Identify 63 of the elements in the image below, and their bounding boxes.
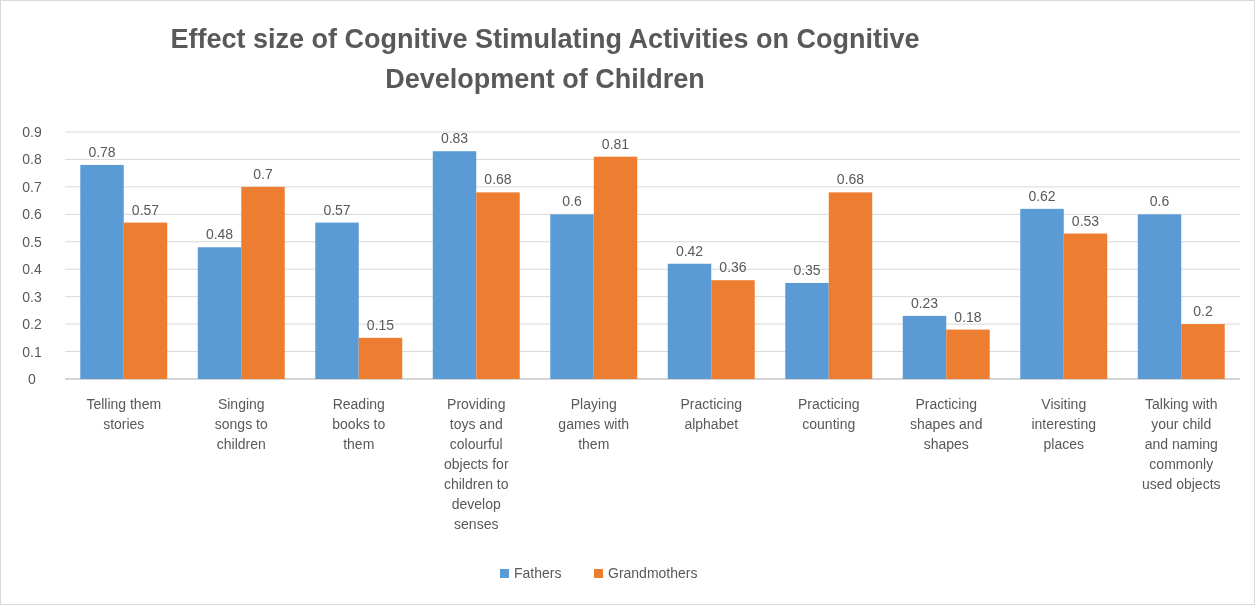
bar xyxy=(785,282,829,379)
data-label: 0.36 xyxy=(719,259,747,276)
bar xyxy=(946,329,990,379)
data-label: 0.6 xyxy=(1149,193,1170,210)
data-label: 0.15 xyxy=(366,316,395,333)
chart-title: Effect size of Cognitive Stimulating Activities on Cognitive Development of Children xyxy=(170,24,920,94)
y-tick-label: 0 xyxy=(28,371,37,387)
bar xyxy=(358,337,403,379)
x-tick-label: Practicing alphabet xyxy=(680,396,742,432)
x-tick-label: Talking with your child and naming commonly used objects xyxy=(1141,396,1221,492)
bar xyxy=(197,247,242,379)
bar xyxy=(241,186,285,379)
legend-label: Grandmothers xyxy=(608,565,698,581)
y-tick-label: 0.6 xyxy=(22,206,42,223)
y-tick-label: 0.7 xyxy=(22,178,42,195)
data-label: 0.2 xyxy=(1193,303,1213,320)
data-label: 0.6 xyxy=(562,193,582,210)
x-tick-label: Providing toys and colourful objects for children to develop senses xyxy=(443,396,509,532)
bar xyxy=(550,214,594,379)
bar xyxy=(315,222,359,379)
legend-label: Fathers xyxy=(514,565,562,581)
y-tick-label: 0.2 xyxy=(22,316,42,333)
data-label: 0.35 xyxy=(793,261,821,278)
data-label: 0.81 xyxy=(601,135,630,152)
data-label: 0.83 xyxy=(440,130,469,147)
data-label: 0.48 xyxy=(205,226,234,243)
data-label: 0.78 xyxy=(88,143,116,160)
y-tick-label: 0.9 xyxy=(22,124,42,140)
bar xyxy=(432,151,477,379)
data-label: 0.18 xyxy=(954,308,982,325)
bar xyxy=(711,280,755,379)
data-label: 0.68 xyxy=(484,171,512,188)
data-label: 0.57 xyxy=(323,201,351,218)
x-tick-label: Reading books to them xyxy=(332,396,386,452)
data-label: 0.7 xyxy=(253,165,273,182)
data-label: 0.68 xyxy=(836,171,865,188)
y-tick-label: 0.1 xyxy=(22,343,42,360)
data-label: 0.57 xyxy=(131,201,160,218)
y-tick-label: 0.5 xyxy=(22,233,42,250)
bar xyxy=(476,192,520,379)
x-tick-label: Practicing counting xyxy=(798,396,860,432)
bar xyxy=(1137,214,1182,379)
x-tick-label: Playing games with them xyxy=(558,396,630,452)
x-tick-label: Practicing shapes and shapes xyxy=(910,396,983,452)
bar xyxy=(593,156,638,379)
x-tick-label: Visiting interesting places xyxy=(1031,396,1097,452)
x-tick-label: Telling them stories xyxy=(86,396,162,432)
bar xyxy=(123,222,168,379)
bar xyxy=(902,315,947,379)
y-tick-label: 0.3 xyxy=(22,288,42,305)
data-label: 0.53 xyxy=(1071,212,1100,229)
data-label: 0.23 xyxy=(910,294,939,311)
bar xyxy=(1063,233,1108,379)
data-label: 0.42 xyxy=(675,242,704,259)
bar xyxy=(80,164,124,379)
data-label: 0.62 xyxy=(1028,187,1056,204)
x-tick-label: Singing songs to children xyxy=(214,396,268,452)
bar xyxy=(667,263,712,379)
y-tick-label: 0.4 xyxy=(22,261,42,278)
bar xyxy=(828,192,873,379)
bar xyxy=(1020,208,1064,379)
y-tick-label: 0.8 xyxy=(22,151,42,168)
bar xyxy=(1181,324,1225,379)
